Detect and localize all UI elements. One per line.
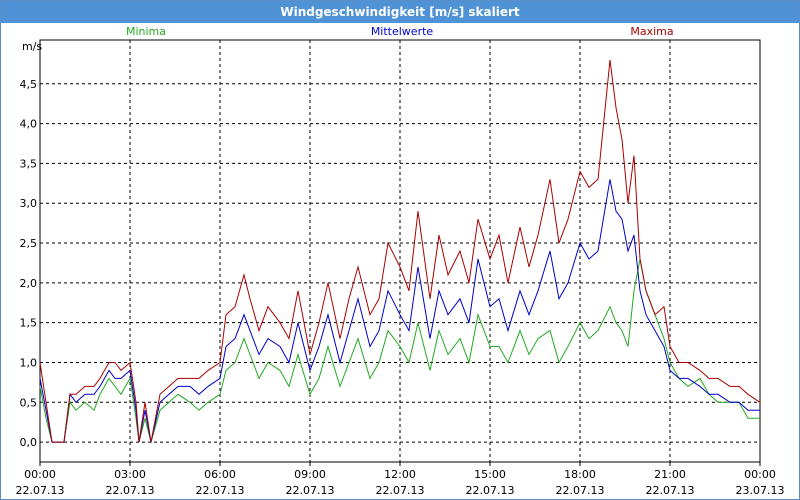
wind-speed-chart: m/s 0,0 0,5 1,0 1,5 2,0 2,5 3,0 3,5 4,0 4,5 00:00… xyxy=(16,25,785,497)
x-tick-date: 22.07.13 xyxy=(286,484,335,497)
legend: Minima Mittelwerte Maxima xyxy=(126,25,674,38)
window-title: Windgeschwindigkeit [m/s] skaliert xyxy=(1,1,799,23)
x-tick-time: 03:00 xyxy=(114,468,146,481)
x-tick-time: 21:00 xyxy=(654,468,686,481)
x-tick-date: 22.07.13 xyxy=(106,484,155,497)
y-tick-label: 4,0 xyxy=(20,118,38,131)
series-line-mittelwerte xyxy=(39,179,760,443)
y-tick-label: 4,5 xyxy=(20,78,38,91)
x-tick-date: 22.07.13 xyxy=(16,484,65,497)
series-line-minima xyxy=(39,258,760,445)
y-tick-label: 3,5 xyxy=(20,157,38,170)
y-tick-label: 1,5 xyxy=(20,317,38,330)
x-tick-time: 15:00 xyxy=(474,468,506,481)
legend-entry-maxima: Maxima xyxy=(630,25,673,38)
y-tick-label: 2,5 xyxy=(20,237,38,250)
x-tick-time: 00:00 xyxy=(744,468,776,481)
grid xyxy=(40,40,760,462)
x-tick-time: 12:00 xyxy=(384,468,416,481)
y-tick-label: 3,0 xyxy=(20,197,38,210)
x-tick-time: 18:00 xyxy=(564,468,596,481)
x-tick-date: 22.07.13 xyxy=(556,484,605,497)
x-tick-date: 22.07.13 xyxy=(196,484,245,497)
series-line-maxima xyxy=(39,59,761,443)
x-axis-ticks: 00:00 22.07.13 03:00 22.07.13 06:00 22.07.13 0… xyxy=(16,462,785,497)
x-tick-date: 22.07.13 xyxy=(466,484,515,497)
x-tick-date: 23.07.13 xyxy=(736,484,785,497)
y-tick-label: 1,0 xyxy=(20,356,38,369)
y-axis-label: m/s xyxy=(22,40,42,53)
series-lines xyxy=(39,59,761,445)
y-tick-label: 0,5 xyxy=(20,396,38,409)
x-tick-date: 22.07.13 xyxy=(646,484,695,497)
x-tick-time: 06:00 xyxy=(204,468,236,481)
y-tick-label: 2,0 xyxy=(20,277,38,290)
x-tick-date: 22.07.13 xyxy=(376,484,425,497)
legend-entry-minima: Minima xyxy=(126,25,166,38)
y-axis-ticks: 0,0 0,5 1,0 1,5 2,0 2,5 3,0 3,5 4,0 4,5 xyxy=(20,78,38,449)
x-tick-time: 00:00 xyxy=(24,468,56,481)
y-tick-label: 0,0 xyxy=(20,436,38,449)
x-tick-time: 09:00 xyxy=(294,468,326,481)
legend-entry-mittelwerte: Mittelwerte xyxy=(371,25,434,38)
